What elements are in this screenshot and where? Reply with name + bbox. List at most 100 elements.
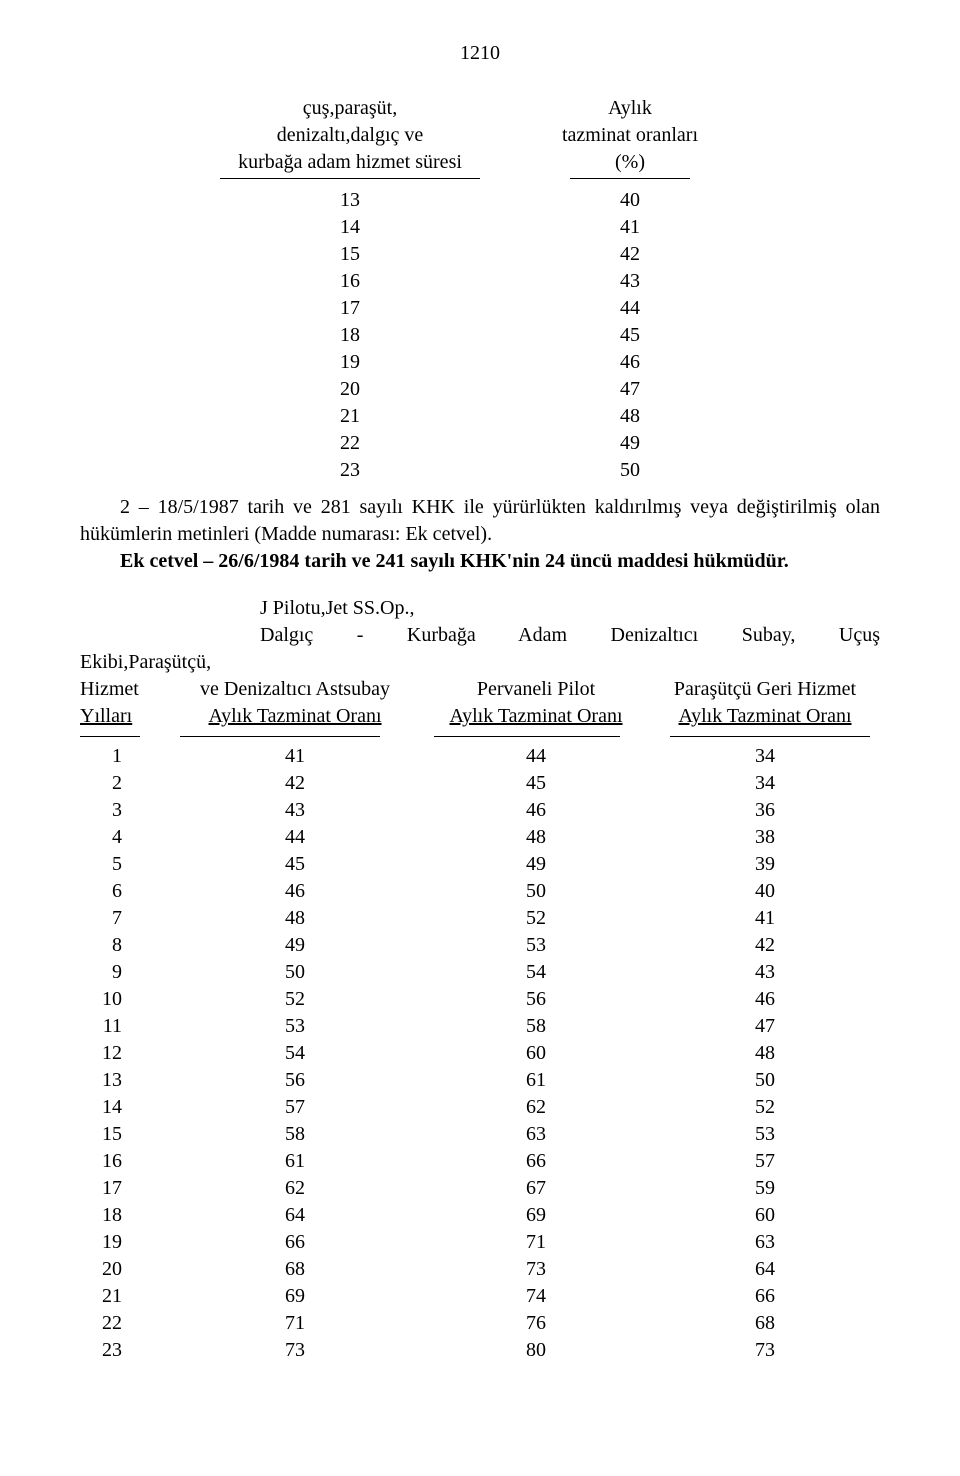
- cell: 49: [422, 851, 650, 878]
- cell: 8: [80, 932, 168, 959]
- table2-header-spread: J Pilotu,Jet SS.Op., Dalgıç - Kurbağa Ad…: [80, 595, 880, 676]
- cell: 3: [80, 797, 168, 824]
- table-row: 11535847: [80, 1013, 880, 1040]
- cell: 40: [650, 878, 880, 905]
- rule: [220, 178, 480, 179]
- header-cell: Aylık Tazminat Oranı: [168, 703, 422, 730]
- cell: 39: [650, 851, 880, 878]
- cell: 48: [422, 824, 650, 851]
- cell: 17: [200, 295, 500, 322]
- cell: 40: [500, 187, 760, 214]
- table-row: 9505443: [80, 959, 880, 986]
- cell: 63: [422, 1121, 650, 1148]
- cell: 1: [80, 743, 168, 770]
- rule: [80, 736, 140, 737]
- cell: 42: [168, 770, 422, 797]
- rule: [670, 736, 870, 737]
- rule: [180, 736, 380, 737]
- cell: 14: [80, 1094, 168, 1121]
- cell: 23: [200, 457, 500, 484]
- spread-line: Dalgıç - Kurbağa Adam Denizaltıcı Subay,…: [80, 622, 880, 649]
- cell: 46: [500, 349, 760, 376]
- table-row: 16616657: [80, 1148, 880, 1175]
- cell: 48: [650, 1040, 880, 1067]
- page-number: 1210: [80, 40, 880, 67]
- table-row: 18646960: [80, 1202, 880, 1229]
- cell: 63: [650, 1229, 880, 1256]
- spread-line: J Pilotu,Jet SS.Op.,: [80, 595, 880, 622]
- cell: 46: [168, 878, 422, 905]
- cell: 73: [168, 1337, 422, 1364]
- cell: 52: [422, 905, 650, 932]
- table-row: 17626759: [80, 1175, 880, 1202]
- cell: 16: [80, 1148, 168, 1175]
- table1-header-left-line: denizaltı,dalgıç ve: [200, 122, 500, 149]
- cell: 23: [80, 1337, 168, 1364]
- table1-header-left: çuş,paraşüt, denizaltı,dalgıç ve kurbağa…: [200, 95, 500, 181]
- table1-header-right-line: Aylık: [500, 95, 760, 122]
- cell: 50: [500, 457, 760, 484]
- cell: 58: [168, 1121, 422, 1148]
- cell: 45: [422, 770, 650, 797]
- cell: 2: [80, 770, 168, 797]
- table-row: 1643: [200, 268, 760, 295]
- cell: 49: [168, 932, 422, 959]
- table-row: 15586353: [80, 1121, 880, 1148]
- cell: 62: [422, 1094, 650, 1121]
- cell: 74: [422, 1283, 650, 1310]
- table1: çuş,paraşüt, denizaltı,dalgıç ve kurbağa…: [200, 95, 760, 484]
- header-cell: Hizmet: [80, 676, 168, 703]
- cell: 60: [422, 1040, 650, 1067]
- cell: 38: [650, 824, 880, 851]
- cell: 17: [80, 1175, 168, 1202]
- cell: 43: [500, 268, 760, 295]
- cell: 69: [422, 1202, 650, 1229]
- table-row: 13566150: [80, 1067, 880, 1094]
- table-row: 1845: [200, 322, 760, 349]
- table-row: 2424534: [80, 770, 880, 797]
- table2-header-col3: Paraşütçü Geri Hizmet Aylık Tazminat Ora…: [650, 676, 880, 730]
- cell: 52: [650, 1094, 880, 1121]
- table2-header-col0: Hizmet Yılları: [80, 676, 168, 730]
- table1-header-right: Aylık tazminat oranları (%): [500, 95, 760, 181]
- cell: 5: [80, 851, 168, 878]
- table-row: 2047: [200, 376, 760, 403]
- cell: 45: [168, 851, 422, 878]
- table2-header-cols: Hizmet Yılları ve Denizaltıcı Astsubay A…: [80, 676, 880, 730]
- cell: 44: [500, 295, 760, 322]
- spread-line: Ekibi,Paraşütçü,: [80, 649, 880, 676]
- cell: 53: [650, 1121, 880, 1148]
- cell: 9: [80, 959, 168, 986]
- cell: 13: [200, 187, 500, 214]
- header-cell: Paraşütçü Geri Hizmet: [650, 676, 880, 703]
- cell: 56: [168, 1067, 422, 1094]
- cell: 60: [650, 1202, 880, 1229]
- table-row: 21697466: [80, 1283, 880, 1310]
- cell: 47: [500, 376, 760, 403]
- cell: 20: [200, 376, 500, 403]
- cell: 19: [200, 349, 500, 376]
- table-row: 6465040: [80, 878, 880, 905]
- cell: 67: [422, 1175, 650, 1202]
- table-row: 4444838: [80, 824, 880, 851]
- table1-header-right-line: tazminat oranları: [500, 122, 760, 149]
- cell: 46: [422, 797, 650, 824]
- cell: 41: [168, 743, 422, 770]
- cell: 66: [422, 1148, 650, 1175]
- cell: 50: [650, 1067, 880, 1094]
- paragraph: 2 – 18/5/1987 tarih ve 281 sayılı KHK il…: [80, 494, 880, 548]
- header-cell: ve Denizaltıcı Astsubay: [168, 676, 422, 703]
- cell: 66: [168, 1229, 422, 1256]
- table-row: 1441: [200, 214, 760, 241]
- table2-header-col1: ve Denizaltıcı Astsubay Aylık Tazminat O…: [168, 676, 422, 730]
- table2-body: 1414434242453434346364444838545493964650…: [80, 743, 880, 1364]
- cell: 54: [168, 1040, 422, 1067]
- cell: 66: [650, 1283, 880, 1310]
- cell: 22: [200, 430, 500, 457]
- cell: 73: [650, 1337, 880, 1364]
- cell: 42: [500, 241, 760, 268]
- table-row: 2350: [200, 457, 760, 484]
- paragraph-bold: Ek cetvel – 26/6/1984 tarih ve 241 sayıl…: [80, 548, 880, 575]
- header-cell: Aylık Tazminat Oranı: [650, 703, 880, 730]
- cell: 48: [500, 403, 760, 430]
